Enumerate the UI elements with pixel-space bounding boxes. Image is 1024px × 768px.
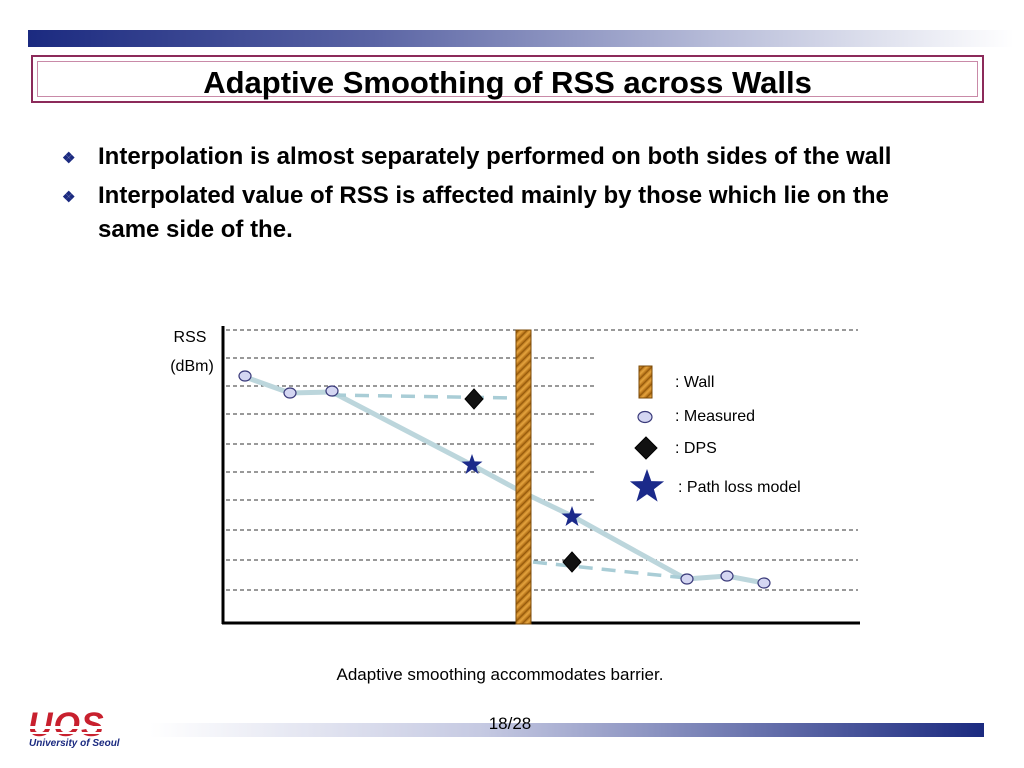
measured-points	[238, 370, 771, 589]
measured-point	[325, 385, 339, 397]
legend-path-loss-icon	[629, 469, 665, 502]
bullet-list: ❖ Interpolation is almost separately per…	[58, 140, 928, 252]
dps-point	[464, 388, 484, 410]
measured-point	[680, 573, 694, 585]
bullet-item: ❖ Interpolation is almost separately per…	[58, 140, 928, 174]
dps-points	[464, 388, 582, 573]
dps-point	[562, 551, 582, 573]
y-axis-label-rss: RSS	[174, 329, 207, 346]
legend-measured-icon	[637, 410, 653, 424]
uos-logo: UOS University of Seoul	[28, 708, 148, 748]
legend: : Wall : Measured : DPS : Path loss mode…	[629, 365, 801, 502]
measured-point	[720, 570, 734, 582]
slide-title: Adaptive Smoothing of RSS across Walls	[203, 65, 812, 100]
top-decorative-band	[28, 30, 1014, 47]
y-axis-label-unit: (dBm)	[170, 358, 214, 375]
bullet-item: ❖ Interpolated value of RSS is affected …	[58, 179, 928, 247]
measured-point	[757, 577, 771, 589]
measured-point	[238, 370, 252, 382]
path-loss-star	[461, 454, 483, 474]
bullet-text: Interpolated value of RSS is affected ma…	[98, 182, 889, 243]
measured-point	[283, 387, 297, 399]
legend-wall-icon	[638, 365, 653, 399]
bottom-decorative-band	[150, 723, 984, 737]
diagram-caption: Adaptive smoothing accommodates barrier.	[336, 665, 664, 684]
dps-dashed-line-right	[532, 560, 687, 580]
page-number: 18/28	[488, 714, 532, 733]
svg-text:University of Seoul: University of Seoul	[29, 738, 120, 748]
path-loss-points	[461, 454, 583, 526]
legend-dps-icon	[634, 436, 658, 460]
title-box: Adaptive Smoothing of RSS across Walls	[31, 55, 984, 103]
bullet-diamond-icon: ❖	[62, 189, 76, 206]
gridlines	[226, 329, 858, 591]
title-inner-border	[37, 61, 978, 97]
bullet-diamond-icon: ❖	[62, 150, 76, 167]
dps-dashed-line-left	[331, 393, 516, 400]
path-loss-star	[561, 506, 583, 526]
legend-dps-label: : DPS	[675, 440, 717, 457]
legend-wall-label: : Wall	[675, 374, 714, 391]
uos-logo-mark: UOS University of Seoul	[28, 708, 148, 748]
wall-bar	[515, 329, 532, 625]
bullet-text: Interpolation is almost separately perfo…	[98, 143, 892, 170]
legend-measured-label: : Measured	[675, 408, 755, 425]
legend-path-loss-label: : Path loss model	[678, 479, 801, 496]
